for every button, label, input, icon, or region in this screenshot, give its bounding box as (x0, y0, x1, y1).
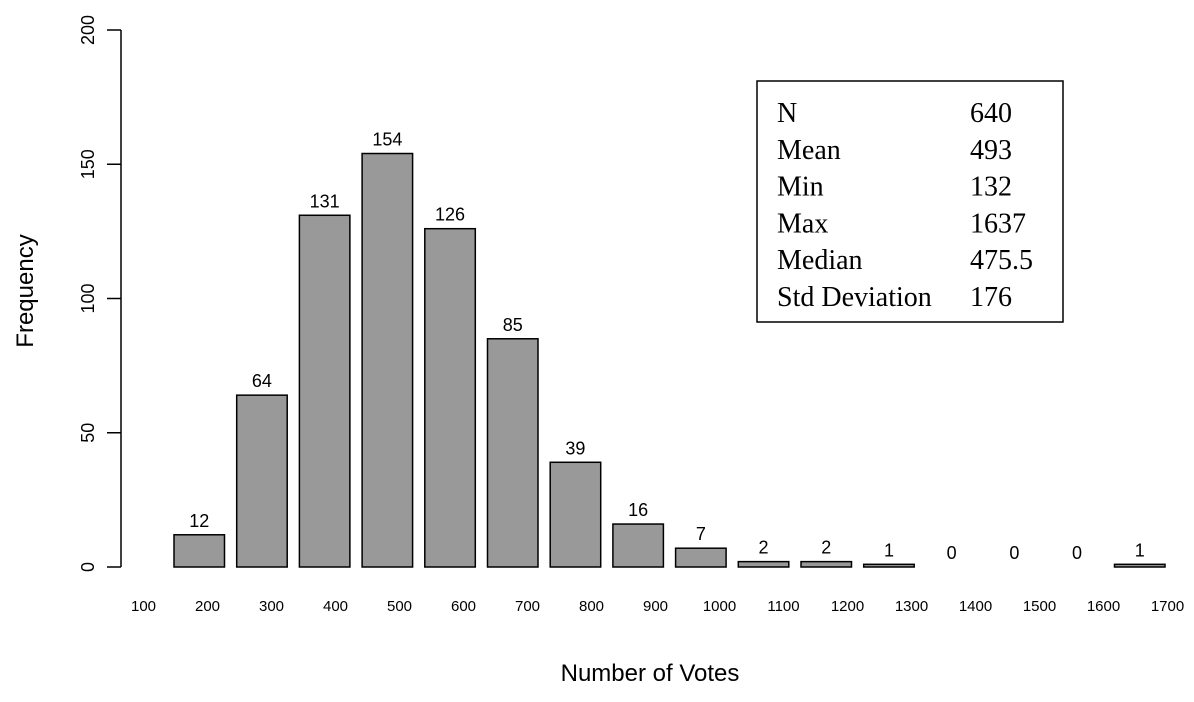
bar-value-label: 7 (696, 524, 706, 544)
bar (424, 227, 477, 568)
bar (674, 547, 727, 568)
x-tick-label: 1400 (959, 598, 992, 615)
bar-value-label: 85 (503, 315, 523, 335)
y-tick-label: 150 (78, 149, 98, 179)
y-tick-label: 100 (78, 283, 98, 313)
bar-value-label: 64 (252, 371, 272, 391)
bar-value-label: 16 (628, 500, 648, 520)
stats-label: Median (777, 245, 863, 276)
x-tick-label: 600 (451, 598, 476, 615)
stats-label: Mean (777, 135, 841, 166)
x-tick-label: 1300 (895, 598, 928, 615)
x-tick-label: 800 (579, 598, 604, 615)
stats-value: 475.5 (970, 245, 1033, 276)
stats-box-border (756, 80, 1064, 323)
bar (1113, 563, 1166, 568)
y-axis: 0 50 100 150 200 (78, 15, 122, 572)
bar-value-label: 2 (759, 538, 769, 558)
x-tick-label: 1000 (703, 598, 736, 615)
x-tick-label: 500 (387, 598, 412, 615)
x-tick-label: 400 (323, 598, 348, 615)
bar (486, 338, 539, 568)
stats-value: 493 (970, 135, 1012, 166)
bars-group (173, 152, 1166, 568)
bar-value-label: 1 (1135, 540, 1145, 560)
bar-value-label: 1 (884, 540, 894, 560)
bar (800, 560, 853, 568)
bar (612, 523, 665, 568)
y-tick-label: 0 (78, 562, 98, 572)
stats-label: Std Deviation (777, 282, 932, 313)
stats-value: 132 (970, 172, 1012, 203)
bar-value-label: 39 (565, 438, 585, 458)
stats-label: N (777, 98, 797, 129)
bar (862, 563, 915, 568)
stats-label: Max (777, 208, 828, 239)
bar-value-label: 0 (947, 543, 957, 563)
x-tick-label: 100 (131, 598, 156, 615)
x-tick-labels-group: 100 200 300 400 500 600 700 800 900 1000 1100 1200 1… (131, 598, 1184, 615)
x-tick-label: 900 (643, 598, 668, 615)
bar-value-label: 2 (821, 538, 831, 558)
y-tick-label: 50 (78, 423, 98, 443)
bar-value-label: 126 (435, 205, 465, 225)
bar (737, 560, 790, 568)
bar (298, 214, 351, 568)
x-tick-label: 200 (195, 598, 220, 615)
bar-value-label: 12 (189, 511, 209, 531)
x-tick-label: 1100 (767, 598, 799, 615)
stats-value: 176 (970, 282, 1012, 313)
summary-stats-box: N 640 Mean 493 Min 132 Max 1637 Median 475.5 Std D… (756, 80, 1064, 323)
x-tick-label: 300 (259, 598, 284, 615)
y-axis-title: Frequency (12, 234, 39, 347)
bar (173, 534, 226, 568)
y-tick-label: 200 (78, 15, 98, 45)
bar-value-label: 0 (1072, 543, 1082, 563)
x-tick-label: 700 (515, 598, 540, 615)
x-tick-label: 1700 (1151, 598, 1184, 615)
x-tick-label: 1200 (831, 598, 864, 615)
x-axis-title: Number of Votes (561, 660, 740, 687)
bar (235, 394, 288, 568)
stats-label: Min (777, 172, 824, 203)
stats-value: 640 (970, 98, 1012, 129)
bar (361, 152, 414, 568)
bar-value-label: 0 (1009, 543, 1019, 563)
stats-value: 1637 (970, 208, 1026, 239)
x-tick-label: 1500 (1023, 598, 1056, 615)
bar (549, 461, 602, 568)
bar-value-label: 154 (372, 130, 402, 150)
bar-value-label: 131 (310, 191, 340, 211)
x-tick-label: 1600 (1087, 598, 1120, 615)
bar-labels-group: 12 64 131 154 126 85 39 16 7 2 2 1 0 0 0 1 (189, 130, 1145, 563)
